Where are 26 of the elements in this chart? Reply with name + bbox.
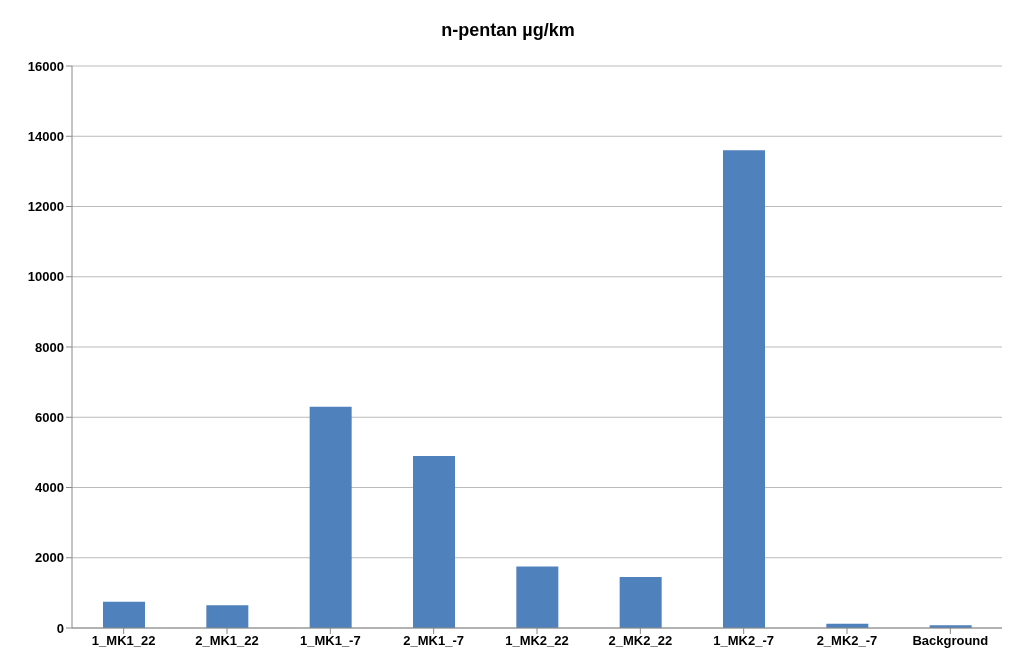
bar: [723, 150, 765, 628]
y-tick-label: 6000: [35, 409, 64, 425]
bar: [619, 577, 662, 628]
y-tick-label: 14000: [27, 128, 64, 144]
x-tick-label: 2_MK2_22: [608, 633, 673, 649]
y-tick-label: 16000: [27, 58, 64, 74]
x-tick-label: Background: [912, 633, 989, 649]
x-tick-label: 1_MK1_22: [91, 633, 156, 649]
bar: [103, 601, 145, 628]
y-tick-label: 12000: [27, 199, 64, 215]
y-tick-label: 2000: [35, 550, 64, 566]
y-tick-label: 10000: [27, 269, 64, 285]
y-tick-label: 0: [56, 620, 64, 636]
x-tick-label: 2_MK1_22: [195, 633, 259, 649]
y-tick-label: 4000: [35, 480, 64, 496]
y-tick-label: 8000: [35, 339, 64, 355]
bar: [516, 566, 559, 628]
bar: [413, 455, 455, 628]
bar: [309, 406, 352, 628]
bar: [206, 605, 249, 628]
x-tick-label: 2_MK2_-7: [816, 633, 878, 649]
x-tick-label: 1_MK2_22: [505, 633, 569, 649]
x-tick-label: 1_MK2_-7: [713, 633, 775, 649]
x-tick-label: 1_MK1_-7: [299, 633, 361, 649]
chart-title: n-pentan µg/km: [440, 19, 576, 42]
x-tick-label: 2_MK1_-7: [403, 633, 465, 649]
